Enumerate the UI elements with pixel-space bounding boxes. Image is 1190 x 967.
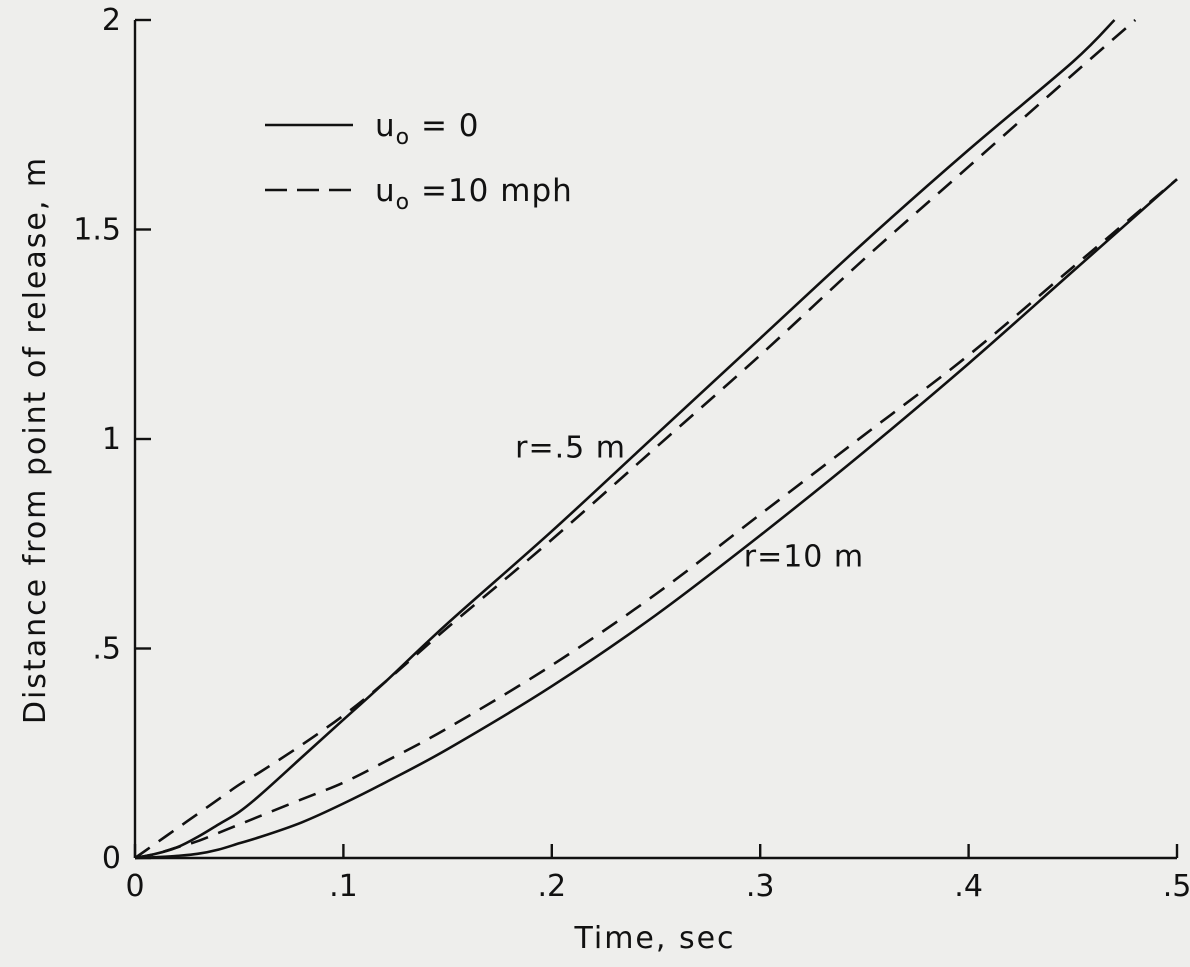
y-tick-label: .5 bbox=[92, 632, 121, 667]
axes: 0 .1 .2 .3 .4 .5 0 .5 1 1.5 2 bbox=[73, 3, 1190, 904]
series-line-dashed-r-10-m bbox=[134, 178, 1178, 860]
curve-annotation: r=10 m bbox=[744, 539, 864, 574]
x-tick-label: .4 bbox=[954, 869, 983, 904]
series-line-dashed-r-half-m bbox=[134, 19, 1137, 860]
y-tick-label: 2 bbox=[102, 3, 121, 38]
legend-label: uo =10 mph bbox=[375, 173, 573, 215]
curves bbox=[134, 19, 1178, 860]
series-line-solid-r-10-m bbox=[134, 178, 1178, 860]
x-tick-label: .2 bbox=[537, 869, 566, 904]
x-tick-label: .1 bbox=[329, 869, 358, 904]
x-axis-title: Time, sec bbox=[573, 921, 735, 956]
y-tick-label: 1 bbox=[102, 422, 121, 457]
series-line-solid-r-half-m bbox=[134, 19, 1116, 860]
legend-label: uo = 0 bbox=[375, 108, 480, 150]
x-tick-label: .3 bbox=[746, 869, 775, 904]
curve-annotation: r=.5 m bbox=[515, 430, 626, 465]
y-tick-label: 0 bbox=[102, 841, 121, 876]
legend: uo = 0 uo =10 mph bbox=[265, 108, 573, 215]
y-tick-label: 1.5 bbox=[73, 213, 121, 248]
y-axis-title: Distance from point of release, m bbox=[18, 156, 53, 724]
annotations: r=.5 m r=10 m bbox=[515, 430, 864, 574]
x-tick-label: .5 bbox=[1163, 869, 1190, 904]
x-tick-label: 0 bbox=[125, 869, 144, 904]
